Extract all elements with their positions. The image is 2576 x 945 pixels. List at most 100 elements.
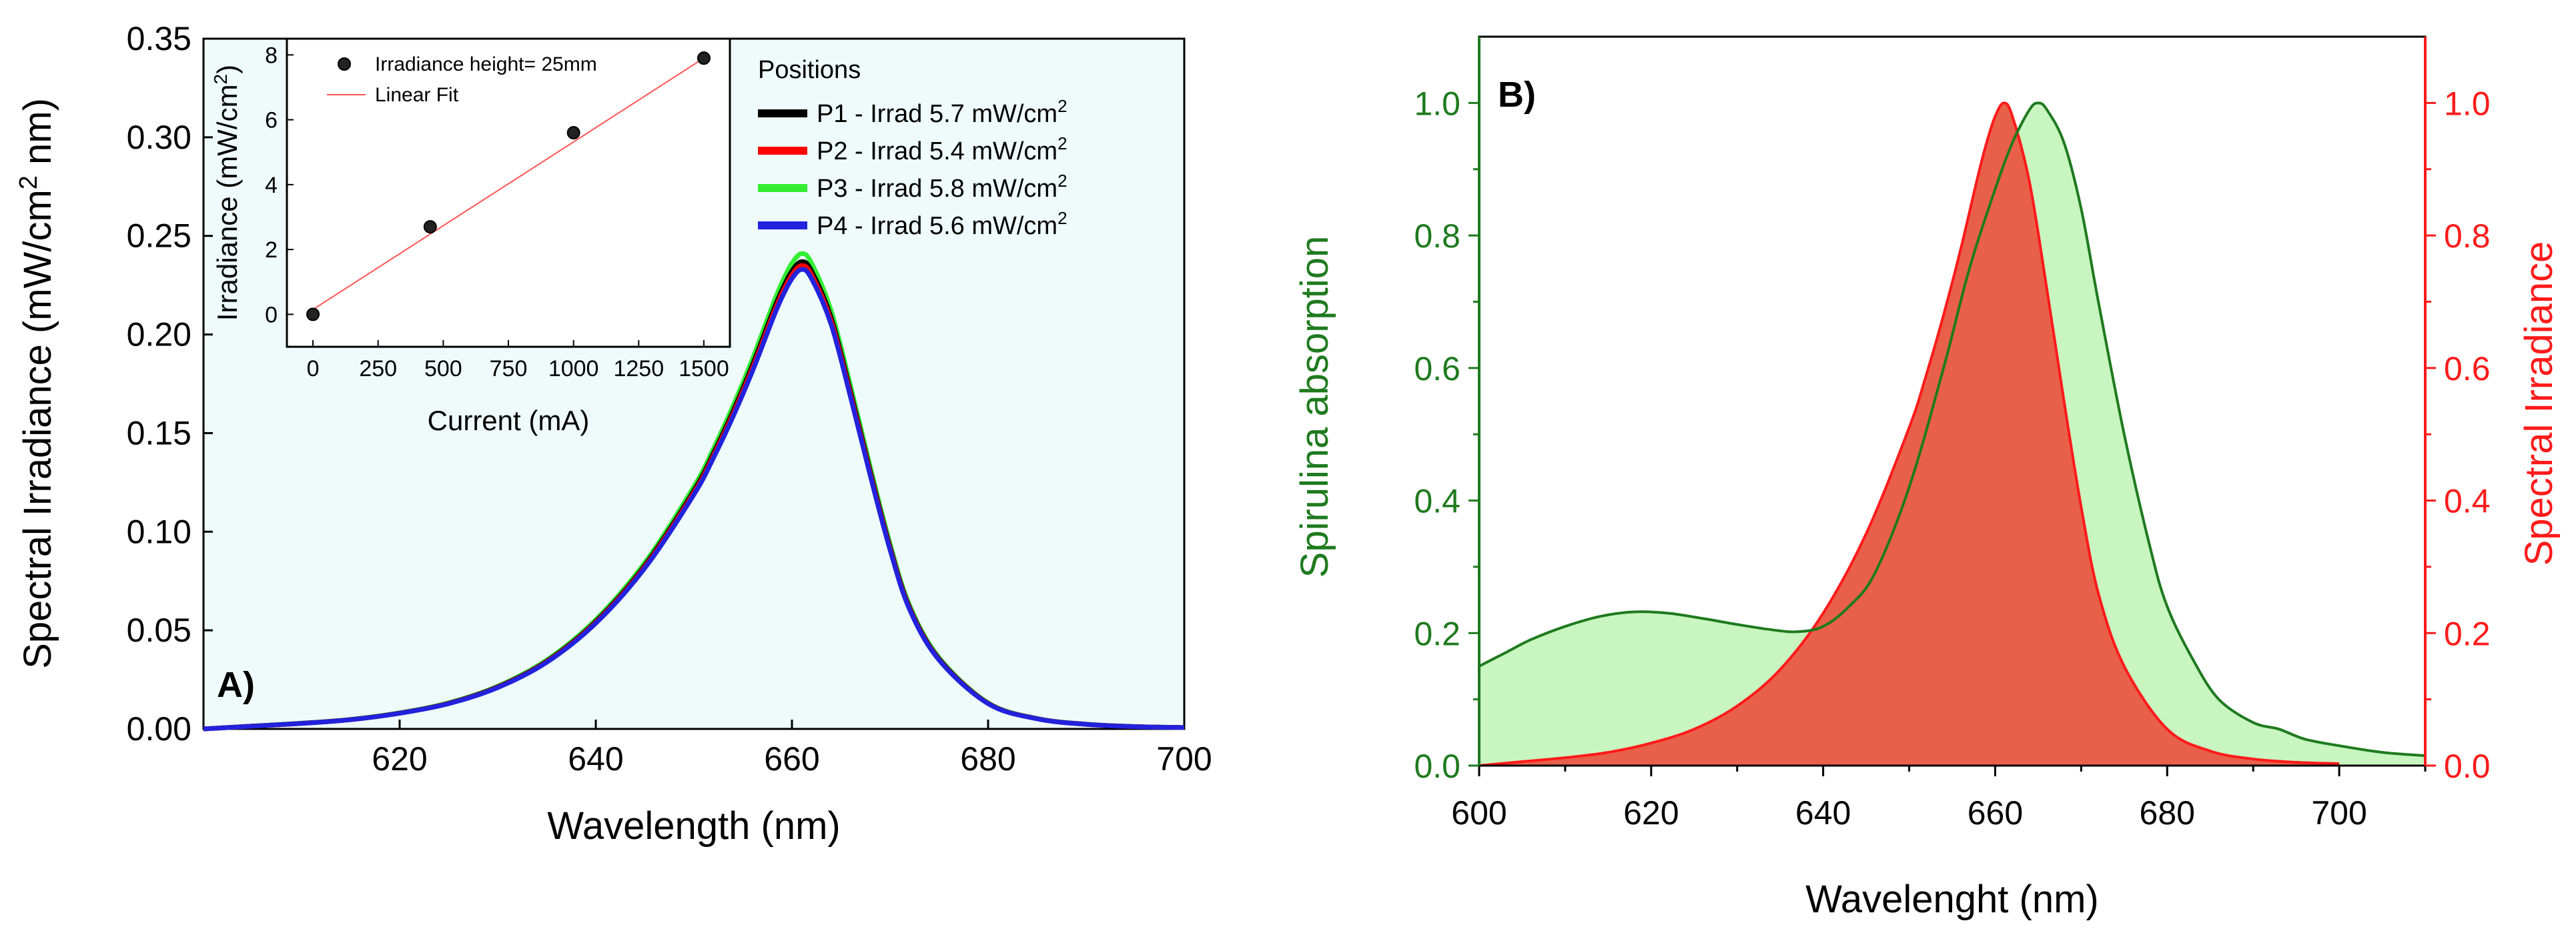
x-tick-label: 660 [764,740,819,778]
b-left-tick-label: 0.8 [1414,217,1460,255]
inset-data-point [306,307,320,321]
panel-a-label: A) [217,665,255,705]
b-right-tick-label: 0.2 [2444,615,2491,652]
inset-y-tick-label: 4 [265,173,278,198]
inset-y-axis-title-sup: 2 [210,74,231,85]
legend-label-sup: 2 [1057,171,1067,191]
absorption-line [1478,101,2426,758]
legend-label-p1: P1 - Irrad 5.7 mW/cm2 [817,96,1067,128]
panel-a-y-axis-title-group: Spectral Irradiance (mW/cm2 nm) [15,98,59,669]
y-tick-label: 0.20 [127,316,191,353]
b-left-tick-label: 0.2 [1414,615,1460,652]
panel-b-areas [1478,101,2426,767]
inset-legend-fit-label: Linear Fit [375,84,459,106]
legend-label-text: P4 - Irrad 5.6 mW/cm [817,212,1057,240]
b-right-tick-label: 0.0 [2444,748,2491,785]
inset-y-tick-label: 6 [265,108,278,133]
panel-a-y-axis-title: Spectral Irradiance (mW/cm2 nm) [15,98,59,669]
b-x-tick-label: 700 [2311,794,2367,832]
inset-x-axis: 0 250 500 750 1000 1250 1500 [307,340,729,381]
b-right-tick-label: 0.6 [2444,350,2491,387]
inset-data-point [697,51,711,65]
y-tick-label: 0.05 [127,612,191,649]
inset-legend-point-marker [338,57,351,71]
b-left-tick-label: 0.6 [1414,350,1460,387]
panel-a-y-axis: 0.00 0.05 0.10 0.15 0.20 0.25 0.30 0.35 [127,20,213,748]
panel-b-right-axis-title-group: Spectral Irradiance [2517,241,2561,566]
legend-label-sup: 2 [1057,133,1067,153]
inset-x-tick-label: 500 [424,356,462,381]
inset-y-axis-title-group: Irradiance (mW/cm2) [210,65,244,321]
inset-x-tick-label: 250 [359,356,397,381]
legend-label-text: P3 - Irrad 5.8 mW/cm [817,175,1057,203]
inset-legend: Irradiance height= 25mm Linear Fit [327,53,597,106]
inset-y-axis: 0 2 4 6 8 [265,43,294,327]
panel-b-left-y-axis: 0.0 0.2 0.4 0.6 0.8 1.0 [1414,37,1480,785]
panel-b-right-axis-title: Spectral Irradiance [2517,241,2561,566]
x-tick-label: 640 [568,740,623,778]
y-tick-label: 0.10 [127,513,191,550]
inset-x-tick-label: 750 [490,356,528,381]
x-tick-label: 700 [1156,740,1212,778]
b-right-tick-label: 0.4 [2444,483,2491,520]
inset-x-tick-label: 1250 [613,356,664,381]
inset-x-tick-label: 1000 [548,356,599,381]
panel-a-series [203,251,1185,732]
inset-y-tick-label: 0 [265,302,278,327]
inset-x-tick-label: 0 [307,356,320,381]
y-tick-label: 0.15 [127,414,191,451]
panel-b-label: B) [1498,75,1536,115]
panel-a-y-axis-title-tail: nm) [16,98,59,175]
panel-b-x-axis-title: Wavelenght (nm) [1805,878,2098,921]
panel-a-inset: 0 250 500 750 1000 1250 1500 0 2 4 6 8 Current (mA… [210,37,731,436]
b-right-tick-label: 1.0 [2444,85,2491,122]
b-right-tick-label: 0.8 [2444,217,2491,255]
legend-label-text: P2 - Irrad 5.4 mW/cm [817,137,1057,165]
b-x-tick-label: 660 [1968,794,2023,832]
series-line-p4 [203,267,1185,732]
panel-b-left-axis-title: Spirulina absorption [1293,236,1336,578]
b-left-tick-label: 0.4 [1414,483,1460,520]
panel-a-y-axis-title-sup: 2 [15,175,43,189]
inset-data-point [423,220,437,234]
inset-y-tick-label: 2 [265,237,278,263]
legend-label-p3: P3 - Irrad 5.8 mW/cm2 [817,171,1067,203]
inset-data-point [566,126,580,140]
panel-a-y-axis-title-main: Spectral Irradiance (mW/cm [16,189,59,669]
inset-y-tick-label: 8 [265,43,278,68]
panel-b-x-axis: 600 620 640 660 680 700 [1451,766,2427,832]
panel-b-right-y-axis: 0.0 0.2 0.4 0.6 0.8 1.0 [2424,37,2491,785]
panel-b: 600 620 640 660 680 700 0.0 0.2 0.4 0.6 0.8 1.0 0.… [1293,35,2561,921]
b-x-tick-label: 620 [1623,794,1679,832]
b-x-tick-label: 600 [1451,794,1507,832]
inset-x-tick-label: 1500 [679,356,729,381]
b-x-tick-label: 680 [2140,794,2195,832]
legend-label-p2: P2 - Irrad 5.4 mW/cm2 [817,133,1067,165]
legend-label-text: P1 - Irrad 5.7 mW/cm [817,100,1057,128]
y-tick-label: 0.00 [127,710,191,748]
panel-a-x-axis-title: Wavelength (nm) [547,804,840,848]
inset-fit-line [312,57,705,310]
irradiance-line [1478,101,2340,767]
b-left-tick-label: 1.0 [1414,85,1460,122]
inset-legend-points-label: Irradiance height= 25mm [375,53,597,75]
x-tick-label: 680 [960,740,1015,778]
panel-a: 6 2 0 640 660 680 700 0.00 0.05 0.10 0.15 0.20 0.25… [15,20,1212,848]
inset-frame [286,37,731,348]
inset-y-axis-title-main: Irradiance (mW/cm [211,84,243,321]
panel-b-left-axis-title-group: Spirulina absorption [1293,236,1336,578]
legend-title: Positions [758,56,861,84]
y-tick-label: 0.35 [127,20,191,57]
b-left-tick-label: 0.0 [1414,748,1460,785]
inset-marks [306,51,711,321]
legend-label-sup: 2 [1057,208,1067,228]
y-tick-label: 0.25 [127,217,191,255]
panel-a-x-axis: 620 640 660 680 700 [372,720,1212,778]
b-x-tick-label: 640 [1795,794,1851,832]
inset-y-axis-title-tail: ) [211,65,243,74]
inset-x-axis-title: Current (mA) [428,405,590,436]
legend-label-p4: P4 - Irrad 5.6 mW/cm2 [817,208,1067,240]
